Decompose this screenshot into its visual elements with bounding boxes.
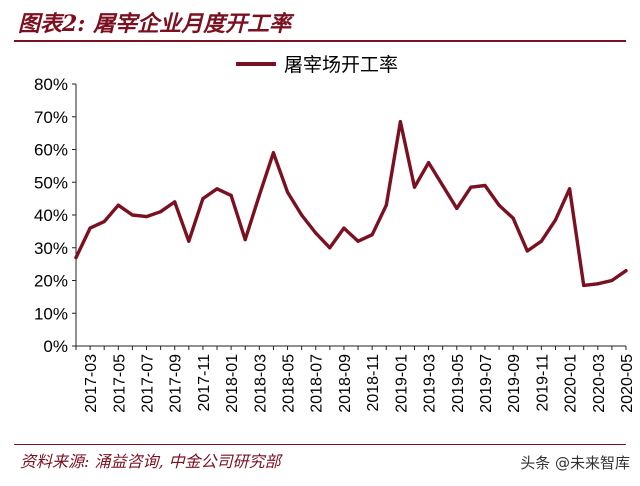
- data-point: [455, 206, 459, 211]
- data-point: [342, 226, 346, 230]
- x-tick-label: 2018-11: [365, 354, 382, 412]
- x-tick-label: 2019-03: [422, 354, 439, 413]
- data-point: [624, 269, 628, 273]
- data-point: [328, 246, 332, 250]
- x-tick-label: 2019-05: [450, 354, 467, 413]
- x-tick-label: 2019-09: [506, 354, 523, 413]
- y-tick-label: 30%: [34, 239, 68, 258]
- x-tick-label: 2018-03: [252, 354, 269, 413]
- data-point: [582, 283, 586, 288]
- data-point: [102, 219, 106, 224]
- x-tick-label: 2020-03: [591, 354, 608, 413]
- x-tick-label: 2020-05: [619, 354, 636, 413]
- x-tick-label: 2018-07: [309, 354, 326, 413]
- data-point: [441, 183, 445, 188]
- x-tick-label: 2017-03: [83, 354, 100, 413]
- data-point: [567, 187, 572, 191]
- y-tick-label: 80%: [34, 75, 68, 94]
- data-point: [539, 239, 543, 243]
- x-tick-label: 2017-11: [196, 354, 213, 412]
- data-point: [187, 239, 191, 243]
- chart-legend: 屠宰场开工率: [236, 54, 398, 76]
- x-tick-label: 2019-07: [478, 354, 495, 413]
- x-tick-label: 2020-01: [563, 354, 580, 413]
- data-point: [88, 226, 92, 230]
- data-point: [370, 233, 374, 237]
- y-axis: 0% 10% 20% 30% 40% 50% 60% 70% 80%: [34, 75, 77, 356]
- data-point: [130, 213, 135, 217]
- data-point: [257, 193, 261, 197]
- x-tick-label: 2019-11: [534, 354, 551, 412]
- data-point: [610, 278, 614, 283]
- data-point: [553, 218, 558, 222]
- x-tick-label: 2018-05: [281, 354, 298, 413]
- x-tick-label: 2017-05: [111, 354, 128, 413]
- data-point: [159, 210, 163, 214]
- data-point: [384, 203, 388, 207]
- data-point: [243, 237, 247, 242]
- data-point: [497, 203, 501, 207]
- source-rule: [14, 444, 626, 445]
- data-point: [215, 187, 219, 191]
- line-chart: 屠宰场开工率 0% 10% 20% 30% 40% 50% 60% 70% 80% 2017-0…: [34, 54, 636, 413]
- title-rule: [14, 40, 626, 42]
- data-point: [201, 197, 205, 201]
- data-point: [173, 200, 177, 204]
- y-tick-label: 10%: [34, 304, 68, 323]
- data-point: [412, 185, 417, 189]
- y-tick-label: 40%: [34, 206, 68, 225]
- y-tick-label: 50%: [34, 173, 68, 192]
- plot-area: [74, 119, 628, 288]
- data-point: [596, 282, 600, 286]
- data-point: [314, 231, 318, 235]
- y-tick-label: 0%: [43, 337, 68, 356]
- data-point: [300, 213, 304, 217]
- x-tick-label: 2019-01: [393, 354, 410, 413]
- data-point: [511, 216, 515, 220]
- y-tick-label: 20%: [34, 272, 68, 291]
- series-line: [74, 119, 628, 288]
- data-point: [356, 239, 360, 243]
- x-tick-label: 2018-01: [224, 354, 241, 413]
- data-point: [398, 120, 402, 124]
- x-tick-label: 2017-07: [140, 354, 157, 413]
- data-point: [469, 185, 473, 189]
- data-point: [74, 255, 78, 260]
- x-tick-label: 2017-09: [168, 354, 185, 413]
- data-point: [285, 190, 290, 194]
- data-point: [525, 249, 529, 253]
- data-point: [144, 215, 149, 219]
- watermark-text: 头条 @未来智库: [520, 454, 630, 472]
- data-point: [426, 161, 431, 165]
- x-axis: 2017-03 2017-05 2017-07 2017-09 2017-11 2018-…: [75, 345, 636, 413]
- data-point: [483, 183, 487, 188]
- data-point: [116, 203, 120, 207]
- legend-label: 屠宰场开工率: [284, 54, 398, 76]
- data-point: [229, 193, 233, 197]
- figure-title: 图表2: 屠宰企业月度开工率: [18, 11, 292, 37]
- data-point: [271, 151, 276, 155]
- y-tick-label: 70%: [34, 108, 68, 127]
- y-tick-label: 60%: [34, 141, 68, 160]
- x-tick-label: 2018-09: [337, 354, 354, 413]
- source-note: 资料来源: 涌益咨询, 中金公司研究部: [20, 452, 281, 471]
